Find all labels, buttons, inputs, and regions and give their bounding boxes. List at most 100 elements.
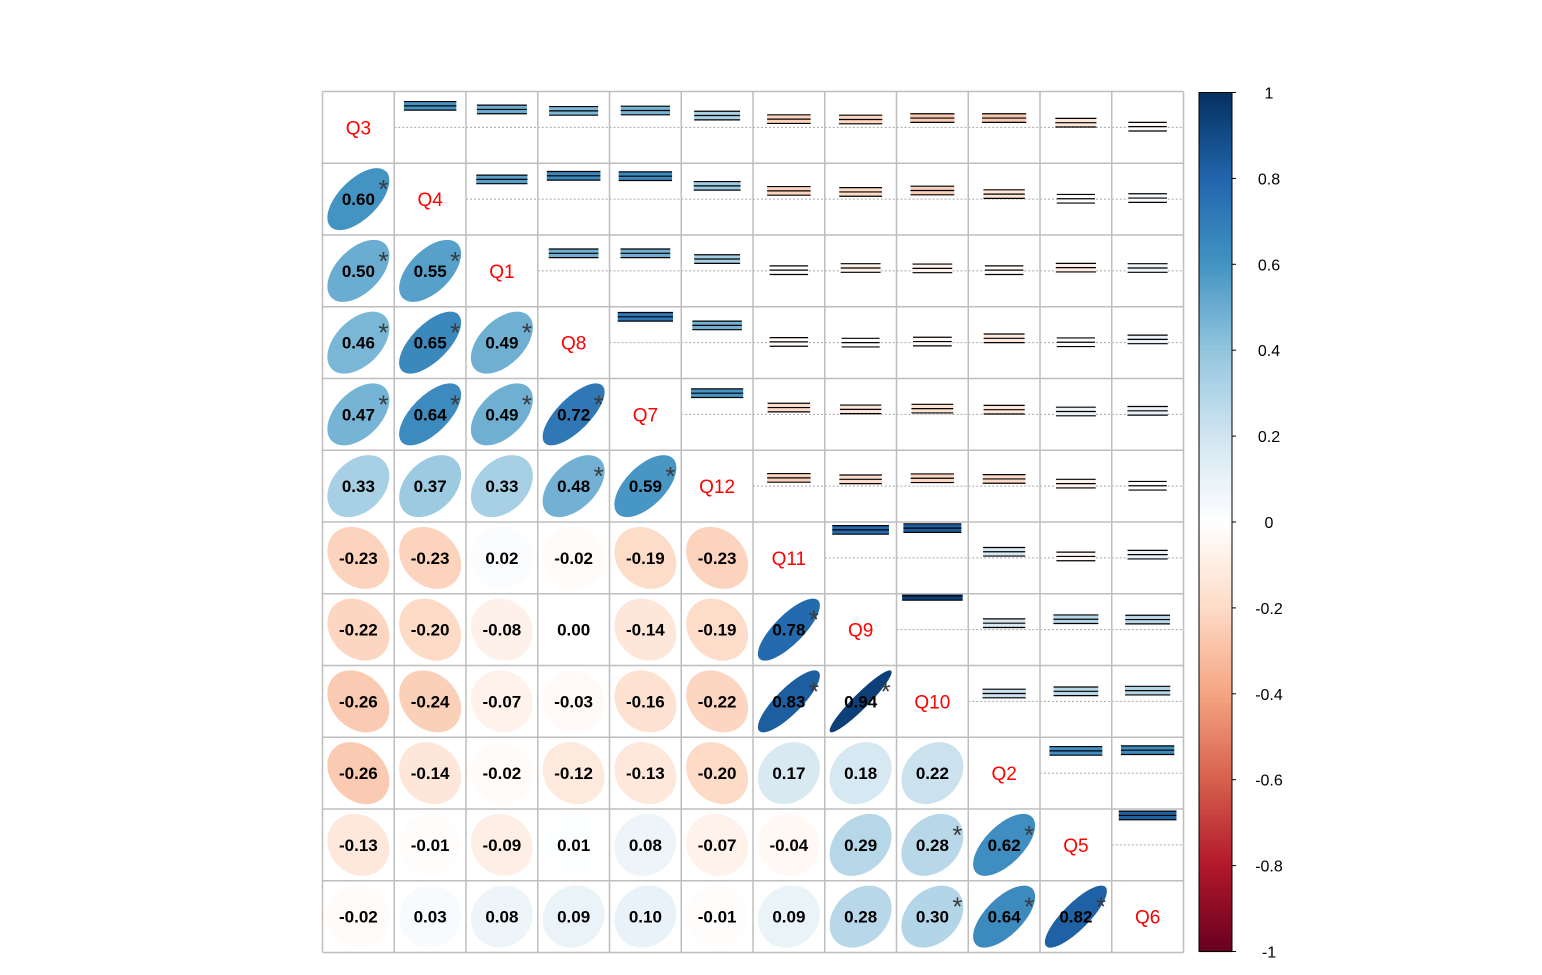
colorbar-segment — [1199, 457, 1232, 463]
correlation-ellipse — [757, 885, 820, 948]
correlation-ellipse — [542, 670, 605, 733]
colorbar-segment — [1199, 474, 1232, 480]
colorbar-segment — [1199, 904, 1232, 910]
correlation-ellipse — [542, 383, 605, 446]
colorbar-segment — [1199, 212, 1232, 218]
correlation-coefficient: -0.20 — [411, 621, 450, 640]
colorbar-segment — [1199, 440, 1232, 446]
correlation-ellipse — [470, 670, 533, 733]
colorbar-segment — [1199, 668, 1232, 673]
matrix-cells: Q30.60 * Q40.50 * 0.55 * Q10.46 * 0.65 * 0.49 * Q80.… — [327, 100, 1184, 948]
colorbar-segment — [1199, 204, 1232, 210]
colorbar-segment — [1199, 371, 1232, 377]
colorbar-segment — [1199, 285, 1232, 291]
correlation-coefficient: -0.01 — [698, 908, 737, 927]
colorbar-segment — [1199, 290, 1232, 295]
colorbar-tick-label: 0.2 — [1258, 429, 1280, 446]
correlation-coefficient: -0.07 — [698, 836, 737, 855]
correlation-ellipse — [686, 598, 749, 661]
colorbar-segment — [1199, 113, 1232, 119]
correlation-ellipse — [614, 670, 677, 733]
colorbar-segment — [1199, 732, 1232, 738]
correlation-ellipse — [829, 742, 892, 805]
variable-label-q5: Q5 — [1063, 836, 1088, 857]
variable-label-q9: Q9 — [848, 621, 873, 642]
correlation-coefficient: -0.22 — [339, 621, 378, 640]
colorbar-segment — [1199, 655, 1232, 661]
significance-star: * — [952, 820, 962, 850]
colorbar-tick-label: 1 — [1265, 86, 1274, 103]
colorbar-segment — [1199, 466, 1232, 472]
colorbar-segment — [1199, 921, 1232, 927]
correlation-coefficient: 0.64 — [988, 908, 1022, 927]
variable-label-q2: Q2 — [991, 764, 1016, 785]
colorbar-segment — [1199, 912, 1232, 918]
colorbar-tick-label: 0.6 — [1258, 257, 1280, 274]
colorbar-segment — [1199, 698, 1232, 703]
variable-label-q3: Q3 — [346, 118, 371, 139]
correlation-ellipse — [399, 383, 462, 446]
colorbar-segment — [1199, 582, 1232, 588]
colorbar-segment — [1199, 101, 1232, 106]
variable-label-q10: Q10 — [914, 692, 950, 713]
colorbar-segment — [1199, 620, 1232, 626]
colorbar-segment — [1199, 448, 1232, 454]
correlation-coefficient: 0.29 — [844, 836, 877, 855]
significance-star: * — [665, 461, 675, 491]
variable-label-q12: Q12 — [699, 477, 735, 498]
colorbar-segment — [1199, 341, 1232, 347]
colorbar-segment — [1199, 423, 1232, 429]
significance-star: * — [881, 676, 891, 706]
correlation-coefficient: 0.55 — [414, 262, 447, 281]
correlation-ellipse — [399, 885, 462, 948]
correlation-ellipse — [901, 742, 964, 805]
colorbar-legend: 1 0.8 0.6 0.4 0.2 0 -0.2 -0.4 -0.6 -0.8 -1 — [1198, 86, 1283, 962]
colorbar-segment — [1199, 427, 1232, 433]
colorbar-segment — [1199, 311, 1232, 317]
colorbar-segment — [1199, 195, 1232, 201]
colorbar-segment — [1199, 122, 1232, 128]
colorbar-segment — [1199, 792, 1232, 798]
colorbar-segment — [1199, 144, 1232, 149]
correlation-ellipse — [327, 885, 390, 948]
colorbar-segment — [1199, 603, 1232, 609]
correlation-coefficient: -0.09 — [483, 836, 522, 855]
colorbar-segment — [1199, 728, 1232, 734]
correlation-coefficient: 0.47 — [342, 405, 375, 424]
correlation-coefficient: -0.16 — [626, 692, 665, 711]
colorbar-segment — [1199, 646, 1232, 652]
correlation-ellipse — [399, 455, 462, 518]
correlation-coefficient: 0.64 — [414, 405, 448, 424]
colorbar-segment — [1199, 861, 1232, 867]
colorbar-segment — [1199, 693, 1232, 699]
colorbar-segment — [1199, 126, 1232, 132]
colorbar-segment — [1199, 779, 1232, 785]
colorbar-segment — [1199, 358, 1232, 364]
correlation-ellipse — [470, 526, 533, 589]
correlation-ellipse — [470, 813, 533, 876]
colorbar-segment — [1199, 363, 1232, 368]
colorbar-segment — [1199, 186, 1232, 192]
colorbar-segment — [1199, 225, 1232, 231]
significance-star: * — [522, 318, 532, 348]
significance-star: * — [594, 461, 604, 491]
correlation-coefficient: 0.49 — [485, 334, 518, 353]
colorbar-segment — [1199, 685, 1232, 691]
colorbar-segment — [1199, 874, 1232, 880]
colorbar-segment — [1199, 659, 1232, 665]
colorbar-segment — [1199, 826, 1232, 832]
correlation-coefficient: 0.10 — [629, 908, 662, 927]
colorbar-tick-label: 0.8 — [1258, 171, 1280, 188]
correlation-coefficient: 0.82 — [1059, 908, 1092, 927]
colorbar-segment — [1199, 238, 1232, 244]
correlation-ellipse — [542, 742, 605, 805]
correlation-coefficient: -0.03 — [554, 692, 593, 711]
correlation-coefficient: -0.14 — [411, 764, 450, 783]
colorbar-segment — [1199, 517, 1232, 523]
correlation-ellipse — [470, 742, 533, 805]
colorbar-segment — [1199, 771, 1232, 777]
colorbar-segment — [1199, 925, 1232, 931]
correlation-coefficient: 0.94 — [844, 692, 878, 711]
correlation-ellipse — [327, 239, 390, 302]
colorbar-segment — [1199, 135, 1232, 141]
